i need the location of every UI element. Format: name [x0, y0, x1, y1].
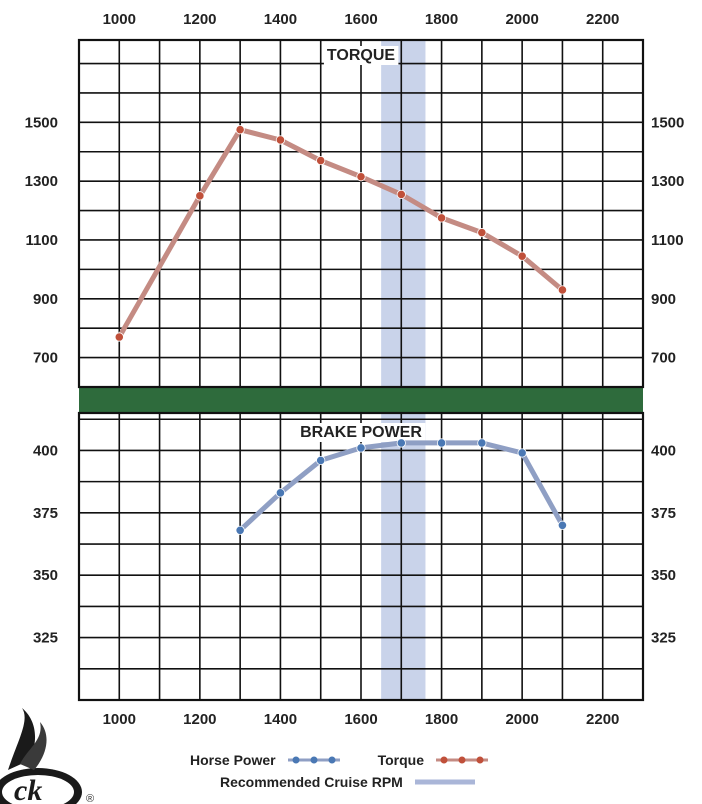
- legend-row-2: Recommended Cruise RPM: [220, 774, 477, 790]
- y-tick-label-right: 700: [651, 350, 676, 367]
- y-tick-label-left: 325: [33, 630, 58, 647]
- cruise-rpm-band: [381, 40, 426, 700]
- torque-data-point: [557, 285, 568, 295]
- horse-power-data-point: [436, 438, 447, 448]
- legend-label-horse-power: Horse Power: [190, 752, 276, 768]
- y-tick-label-left: 375: [33, 505, 58, 522]
- chart-legend: Horse Power Torque Recommended Cruise RP…: [0, 748, 702, 798]
- legend-swatch-cruise: [414, 779, 475, 785]
- x-tick-label-top: 2000: [505, 11, 538, 28]
- legend-swatch-torque: [436, 756, 488, 764]
- y-tick-label-right: 375: [651, 505, 676, 522]
- x-tick-label-top: 1800: [425, 11, 458, 28]
- panel-title: TORQUE: [327, 47, 395, 64]
- horse-power-data-point: [275, 488, 286, 498]
- x-tick-label-top: 1000: [103, 11, 136, 28]
- torque-data-point: [436, 213, 447, 223]
- x-tick-label-bottom: 2200: [586, 711, 619, 728]
- x-tick-label-top: 1400: [264, 11, 297, 28]
- y-tick-label-left: 700: [33, 350, 58, 367]
- panel-title-background: [323, 46, 399, 65]
- y-tick-label-left: 1100: [25, 232, 58, 249]
- torque-data-point: [114, 332, 124, 342]
- legend-swatch-horse-power: [287, 756, 340, 764]
- y-tick-label-right: 1100: [651, 232, 684, 249]
- y-tick-label-right: 400: [651, 442, 676, 459]
- y-tick-label-right: 350: [651, 567, 676, 584]
- x-tick-label-bottom: 2000: [505, 711, 538, 728]
- y-tick-label-right: 325: [651, 630, 676, 647]
- panel-divider-bar: [79, 387, 643, 413]
- x-tick-label-bottom: 1200: [183, 711, 216, 728]
- logo-text: ck: [14, 774, 42, 804]
- y-tick-label-left: 400: [33, 442, 58, 459]
- torque-data-point: [396, 189, 406, 199]
- x-tick-label-bottom: 1800: [425, 711, 458, 728]
- torque-series-line: [116, 127, 565, 340]
- legend-label-cruise: Recommended Cruise RPM: [220, 774, 403, 790]
- torque-data-point: [235, 125, 245, 135]
- horse-power-data-point: [517, 448, 527, 458]
- y-tick-label-left: 1500: [25, 114, 58, 131]
- torque-data-point: [275, 135, 286, 145]
- y-tick-label-left: 350: [33, 567, 58, 584]
- x-tick-label-top: 1200: [183, 11, 216, 28]
- torque-data-point: [356, 172, 366, 182]
- brand-logo: ck ®: [0, 708, 94, 804]
- x-tick-label-bottom: 1000: [103, 711, 136, 728]
- horse-power-data-point: [356, 443, 366, 453]
- panel-frame: [77, 411, 645, 702]
- panel-title: BRAKE POWER: [300, 424, 422, 441]
- engine-performance-chart: 700 700 900 900 1100 1100 1300 1300 1500 1500 325 3…: [25, 11, 685, 728]
- x-tick-label-top: 1600: [344, 11, 377, 28]
- y-tick-label-right: 1300: [651, 173, 684, 190]
- y-tick-label-left: 900: [33, 291, 58, 308]
- logo-registered-mark: ®: [86, 793, 94, 804]
- y-tick-label-right: 900: [651, 291, 676, 308]
- horse-power-data-point: [235, 525, 245, 535]
- torque-data-point: [195, 191, 205, 201]
- panel-frame: [77, 38, 645, 389]
- horse-power-data-point: [557, 520, 568, 530]
- horse-power-data-point: [316, 455, 326, 466]
- legend-label-torque: Torque: [377, 752, 424, 768]
- x-tick-label-bottom: 1600: [344, 711, 377, 728]
- horse-power-data-point: [396, 438, 406, 448]
- torque-data-point: [477, 228, 487, 238]
- horse-power-data-point: [477, 438, 487, 448]
- x-tick-label-bottom: 1400: [264, 711, 297, 728]
- torque-data-point: [316, 155, 326, 166]
- panel-title-background: [297, 423, 426, 442]
- torque-data-point: [517, 251, 527, 261]
- legend-row-1: Horse Power Torque: [190, 752, 490, 768]
- y-tick-label-right: 1500: [651, 114, 684, 131]
- x-tick-label-top: 2200: [586, 11, 619, 28]
- y-tick-label-left: 1300: [25, 173, 58, 190]
